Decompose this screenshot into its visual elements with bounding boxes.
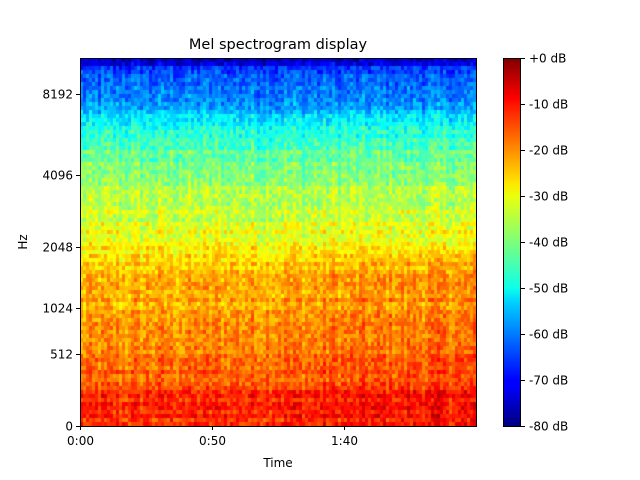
spectrogram-pixels: [80, 58, 476, 426]
y-tick-label: 512: [50, 348, 73, 362]
colorbar-tick-label: -40 dB: [529, 236, 568, 250]
x-tick-label: 1:40: [331, 434, 358, 448]
y-tick-label: 0: [65, 420, 73, 434]
colorbar-tick-label: +0 dB: [529, 52, 566, 66]
colorbar-ticks: +0 dB -10 dB -20 dB -30 dB -40 dB -50 dB -60 d…: [521, 52, 568, 434]
colorbar: [503, 58, 521, 426]
colorbar-tick-label: -80 dB: [529, 420, 568, 434]
y-tick-label: 8192: [42, 88, 73, 102]
plot-frame: [80, 58, 477, 427]
colorbar-tick-label: -60 dB: [529, 328, 568, 342]
colorbar-tick-label: -10 dB: [529, 98, 568, 112]
x-axis-ticks: 0:00 0:50 1:40: [67, 426, 358, 448]
x-tick-label: 0:50: [199, 434, 226, 448]
y-axis-ticks: 0 512 1024 2048 4096 8192: [42, 88, 80, 434]
colorbar-frame: [503, 58, 521, 427]
x-axis-label: Time: [262, 456, 292, 470]
y-tick-label: 2048: [42, 241, 73, 255]
y-tick-label: 1024: [42, 302, 73, 316]
colorbar-tick-label: -30 dB: [529, 190, 568, 204]
colorbar-tick-label: -70 dB: [529, 374, 568, 388]
spectrogram-image: [80, 58, 476, 426]
y-axis-label: Hz: [16, 234, 30, 249]
colorbar-tick-label: -20 dB: [529, 144, 568, 158]
y-tick-label: 4096: [42, 169, 73, 183]
chart-title: Mel spectrogram display: [189, 37, 368, 53]
colorbar-tick-label: -50 dB: [529, 282, 568, 296]
x-tick-label: 0:00: [67, 434, 94, 448]
